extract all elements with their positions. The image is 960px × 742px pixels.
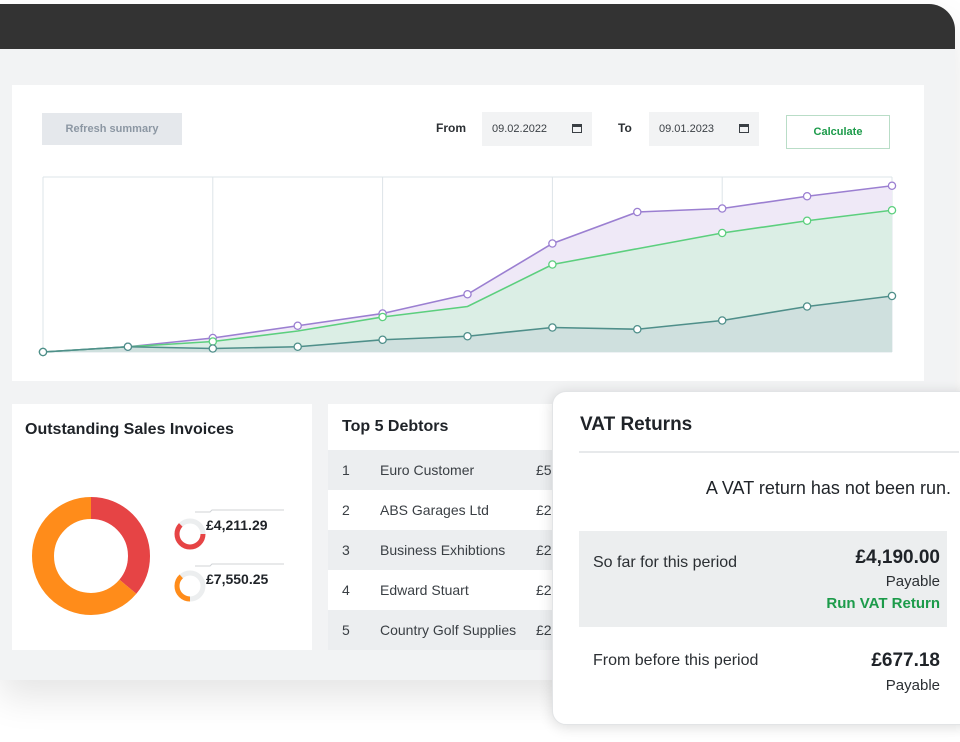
debtor-name: Euro Customer xyxy=(380,462,475,478)
series-line-1 xyxy=(42,209,893,353)
data-point xyxy=(463,289,472,299)
series-area-2 xyxy=(43,296,892,352)
debtor-row[interactable]: 1 Euro Customer £5 xyxy=(328,450,568,490)
previous-period-amount: £677.18 xyxy=(871,650,940,671)
debtor-rank: 1 xyxy=(342,462,350,478)
invoice-amount-due: £7,550.25 xyxy=(206,571,269,587)
debtor-rank: 4 xyxy=(342,582,350,598)
data-point xyxy=(633,324,642,334)
to-date-value: 09.01.2023 xyxy=(659,123,715,135)
series-area-1 xyxy=(43,210,892,352)
donut-segment-1 xyxy=(32,497,150,615)
debtor-amount: £2 xyxy=(536,542,552,558)
data-point xyxy=(802,216,812,225)
data-point xyxy=(717,204,727,213)
leader-line xyxy=(195,563,284,567)
to-date-input[interactable]: 09.01.2023 xyxy=(649,112,759,146)
to-label: To xyxy=(618,121,632,135)
area-chart xyxy=(38,176,897,357)
data-point xyxy=(208,344,218,353)
run-vat-return-link[interactable]: Run VAT Return xyxy=(826,595,940,612)
debtor-rank: 5 xyxy=(342,622,350,638)
outstanding-invoices-card: Outstanding Sales Invoices £4,211.29 £7,… xyxy=(12,404,312,650)
data-point xyxy=(123,342,133,351)
data-point xyxy=(293,321,302,330)
debtor-amount: £2 xyxy=(536,502,552,518)
legend-ring-1 xyxy=(174,570,206,602)
refresh-summary-button[interactable]: Refresh summary xyxy=(42,113,182,145)
debtor-row[interactable]: 2 ABS Garages Ltd £2 xyxy=(328,490,568,530)
data-point xyxy=(887,206,897,215)
outstanding-invoices-title: Outstanding Sales Invoices xyxy=(25,421,234,438)
calendar-icon[interactable] xyxy=(739,124,749,133)
data-point xyxy=(378,312,387,322)
legend-ring-0 xyxy=(174,518,206,550)
leader-line xyxy=(195,509,284,513)
data-point xyxy=(548,239,557,248)
debtor-amount: £5 xyxy=(536,462,552,478)
summary-chart-card: Refresh summary From 09.02.2022 To 09.01… xyxy=(12,85,924,381)
current-period-label: So far for this period xyxy=(593,554,738,571)
debtor-name: ABS Garages Ltd xyxy=(380,502,489,518)
current-period-status: Payable xyxy=(885,573,940,590)
vat-returns-card: VAT Returns A VAT return has not been ru… xyxy=(552,391,960,725)
debtor-row[interactable]: 3 Business Exhibtions £2 xyxy=(328,530,568,570)
top-debtors-title: Top 5 Debtors xyxy=(342,418,449,435)
data-point xyxy=(378,335,387,344)
from-label: From xyxy=(436,121,466,135)
calendar-icon[interactable] xyxy=(572,124,582,133)
debtor-row[interactable]: 4 Edward Stuart £2 xyxy=(328,570,568,610)
data-point xyxy=(463,331,472,341)
debtor-name: Business Exhibtions xyxy=(380,542,506,558)
debtor-amount: £2 xyxy=(536,582,552,598)
data-point xyxy=(548,260,557,269)
data-point xyxy=(293,342,302,351)
debtor-rank: 2 xyxy=(342,502,350,518)
current-period-amount: £4,190.00 xyxy=(855,547,940,568)
data-point xyxy=(887,291,897,301)
divider xyxy=(579,451,959,453)
data-point xyxy=(38,347,48,357)
debtor-amount: £2 xyxy=(536,622,552,638)
data-point xyxy=(802,192,812,201)
top-debtors-card: Top 5 Debtors 1 Euro Customer £5 2 ABS G… xyxy=(328,404,568,650)
data-point xyxy=(717,316,727,325)
data-point xyxy=(802,302,812,311)
current-period-panel: So far for this period £4,190.00 Payable… xyxy=(579,531,947,627)
debtor-name: Edward Stuart xyxy=(380,582,469,598)
calculate-button[interactable]: Calculate xyxy=(786,115,890,149)
vat-status-note: A VAT return has not been run. xyxy=(705,478,951,498)
from-date-value: 09.02.2022 xyxy=(492,123,548,135)
from-date-input[interactable]: 09.02.2022 xyxy=(482,112,592,146)
data-point xyxy=(887,181,897,191)
data-point xyxy=(717,228,727,238)
title-bar xyxy=(0,4,955,49)
debtor-row[interactable]: 5 Country Golf Supplies £2 xyxy=(328,610,568,650)
data-point xyxy=(548,323,557,332)
vat-returns-title: VAT Returns xyxy=(580,414,693,435)
app-window: Refresh summary From 09.02.2022 To 09.01… xyxy=(0,4,955,680)
debtor-rank: 3 xyxy=(342,542,350,558)
previous-period-label: From before this period xyxy=(593,652,759,669)
data-point xyxy=(208,337,218,346)
invoices-donut-area xyxy=(32,497,284,615)
invoice-amount-overdue: £4,211.29 xyxy=(206,517,268,533)
data-point xyxy=(633,207,642,217)
previous-period-status: Payable xyxy=(885,677,940,694)
debtor-name: Country Golf Supplies xyxy=(380,622,517,638)
